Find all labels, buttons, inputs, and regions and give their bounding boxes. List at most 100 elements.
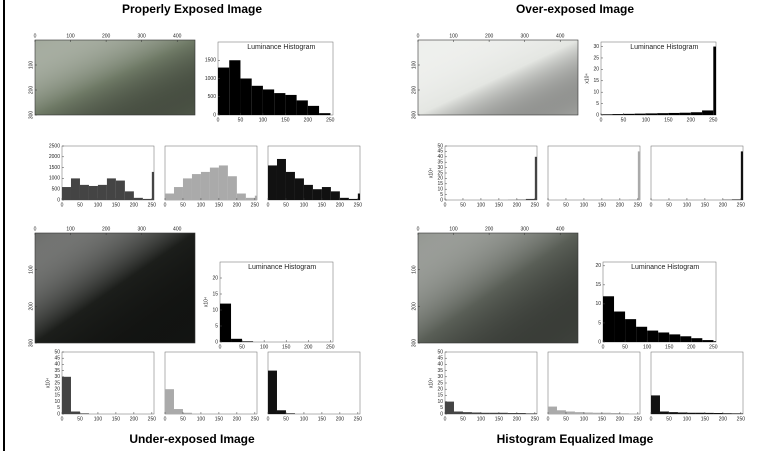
image-y-tick-label: 300	[411, 339, 417, 348]
histogram-bar	[79, 413, 89, 414]
histogram-bar	[182, 412, 192, 414]
histogram-bar	[240, 78, 252, 115]
image	[417, 39, 579, 116]
histogram-bar	[262, 89, 275, 115]
x-tick-label: 100	[300, 202, 309, 208]
histogram-bar	[70, 178, 80, 200]
histogram-bar	[686, 412, 696, 414]
x-tick-label: 200	[304, 117, 313, 123]
histogram-bar	[668, 412, 678, 414]
x-tick-label: 0	[444, 416, 447, 422]
panel-title: Properly Exposed Image	[122, 2, 262, 16]
y-tick-label: 1000	[49, 176, 60, 182]
y-tick-label: 500	[208, 94, 217, 100]
x-tick-label: 150	[598, 416, 607, 422]
y-tick-label: 5	[596, 101, 599, 107]
histogram-bar	[534, 413, 537, 414]
y-tick-label: 45	[54, 356, 60, 362]
histogram-bar	[453, 411, 463, 414]
histogram-bar	[209, 167, 219, 200]
histogram-bar	[303, 184, 313, 200]
x-tick-label: 200	[233, 202, 242, 208]
y-tick-label: 15	[437, 393, 443, 399]
plot-frame	[547, 145, 641, 201]
histogram-bar	[471, 412, 481, 414]
x-tick-label: 100	[683, 416, 692, 422]
y-tick-label: 30	[593, 44, 599, 50]
histogram-bar	[657, 113, 669, 115]
x-tick-label: 200	[616, 416, 625, 422]
histogram-bar	[348, 198, 358, 200]
x-tick-label: 0	[650, 416, 653, 422]
chart-title: Luminance Histogram	[248, 264, 316, 271]
x-tick-label: 200	[719, 416, 728, 422]
y-axis-label: x10⁴	[45, 378, 51, 388]
y-tick-label: 30	[54, 374, 60, 380]
histogram-bar	[218, 165, 228, 200]
y-tick-label: 35	[437, 160, 443, 166]
histogram-bar	[659, 411, 669, 414]
x-tick-label: 0	[61, 202, 64, 208]
x-tick-label: 250	[634, 202, 643, 208]
histogram-bar	[173, 187, 183, 200]
histogram-bar	[702, 110, 714, 115]
x-tick-label: 100	[477, 416, 486, 422]
y-tick-label: 5	[215, 323, 218, 329]
y-tick-label: 50	[437, 143, 443, 149]
x-tick-label: 150	[495, 202, 504, 208]
y-tick-label: 50	[437, 349, 443, 355]
x-tick-label: 50	[666, 416, 672, 422]
chart-title: Luminance Histogram	[247, 44, 315, 51]
x-tick-label: 50	[283, 416, 289, 422]
x-tick-label: 250	[531, 202, 540, 208]
histogram-bar	[548, 406, 557, 414]
plot-frame	[61, 351, 155, 415]
x-tick-label: 100	[197, 202, 206, 208]
image-y-tick-label: 100	[28, 61, 34, 70]
image-y-tick-label: 100	[28, 265, 34, 274]
y-tick-label: 500	[52, 187, 61, 193]
histogram-bar	[634, 113, 646, 115]
y-tick-label: 20	[437, 176, 443, 182]
x-tick-label: 0	[267, 416, 270, 422]
y-tick-label: 25	[437, 170, 443, 176]
histogram-bar	[268, 165, 277, 200]
x-tick-label: 50	[239, 344, 245, 350]
plot-frame	[600, 41, 717, 116]
image-x-tick-label: 100	[66, 33, 75, 39]
histogram-bar	[702, 340, 714, 342]
y-tick-label: 10	[54, 399, 60, 405]
x-tick-label: 50	[460, 202, 466, 208]
image-x-tick-label: 400	[556, 33, 565, 39]
y-tick-label: 20	[212, 275, 218, 281]
image-x-tick-label: 100	[449, 226, 458, 232]
histogram-bar	[614, 311, 626, 342]
histogram-bar	[445, 401, 454, 414]
x-tick-label: 50	[77, 202, 83, 208]
image-y-tick-label: 300	[28, 339, 34, 348]
x-tick-label: 250	[326, 344, 335, 350]
x-tick-label: 200	[130, 202, 139, 208]
x-tick-label: 200	[130, 416, 139, 422]
histogram-bar	[489, 412, 499, 414]
histogram-bar	[165, 389, 174, 414]
y-tick-label: 0	[440, 197, 443, 203]
x-tick-label: 250	[148, 202, 157, 208]
x-tick-label: 100	[643, 344, 652, 350]
histogram-bar	[227, 176, 237, 200]
histogram-bar	[79, 184, 89, 200]
image-x-tick-label: 100	[449, 33, 458, 39]
x-tick-label: 0	[547, 416, 550, 422]
image-x-tick-label: 0	[34, 226, 37, 232]
x-tick-label: 150	[215, 202, 224, 208]
x-tick-label: 0	[444, 202, 447, 208]
x-tick-label: 0	[219, 344, 222, 350]
x-tick-label: 50	[77, 416, 83, 422]
histogram-bar	[70, 411, 80, 414]
x-tick-label: 200	[304, 344, 313, 350]
y-tick-label: 45	[437, 356, 443, 362]
histogram-bar	[592, 412, 602, 414]
x-tick-label: 100	[642, 117, 651, 123]
histogram-bar	[285, 413, 295, 414]
x-tick-label: 100	[259, 117, 268, 123]
